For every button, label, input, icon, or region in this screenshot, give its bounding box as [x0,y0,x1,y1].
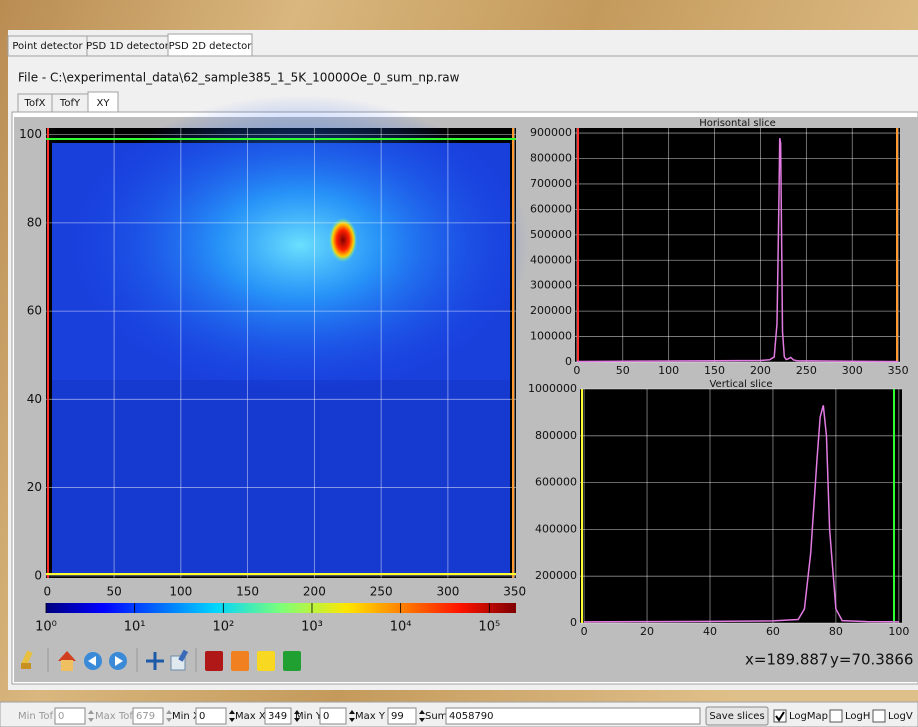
x-tick-label: 350 [503,585,526,599]
control-label: Max X [235,711,266,722]
x-tick-label: 20 [640,625,654,638]
x-tick-label: 100 [658,364,679,377]
spinbox-value[interactable]: 0 [199,711,205,722]
color-button[interactable] [257,651,275,671]
y-tick-label: 600000 [530,202,572,215]
control-label: Min Tof [18,711,53,722]
x-tick-label: 300 [436,585,459,599]
heatmap-peak [329,218,357,262]
slice-title: Horisontal slice [699,118,776,129]
y-tick-label: 400000 [530,253,572,266]
tab-label[interactable]: Point detector [12,41,83,52]
colorbar-label: 10² [212,620,234,635]
y-tick-label: 800000 [530,152,572,165]
colorbar-label: 10³ [301,620,323,635]
control-label: Max Y [355,711,386,722]
spinbox-value: 0 [58,711,64,722]
x-tick-label: 100 [888,625,909,638]
y-tick-label: 200000 [530,304,572,317]
y-tick-label: 600000 [535,476,577,489]
x-tick-label: 200 [750,364,771,377]
slice-axes [575,128,900,362]
y-tick-label: 100 [19,127,42,141]
vertical-slice: 0 20 40 60 80 100 0 200000 400000 600000 800000 100… [528,379,909,638]
y-tick-label: 0 [565,355,572,368]
y-tick-label: 500000 [530,228,572,241]
save-button-label[interactable]: Save slices [709,711,764,722]
colorbar-label: 10⁰ [35,620,57,635]
slice-title: Vertical slice [709,379,772,390]
color-button[interactable] [283,651,301,671]
file-label: File - C:\experimental_data\62_sample385… [18,71,460,85]
x-tick-label: 60 [766,625,780,638]
control-label: Max Tof [95,711,133,722]
y-tick-label: 0 [570,616,577,629]
x-tick-label: 100 [169,585,192,599]
y-tick-label: 20 [27,480,42,494]
x-tick-label: 200 [303,585,326,599]
page-body: { "window": { "tabs": {"items": ["Point … [0,0,918,727]
x-tick-label: 250 [796,364,817,377]
y-tick-label: 60 [27,304,42,318]
control-label: Sum [425,711,447,722]
cursor-y: y=70.3866 [830,651,913,669]
checkbox[interactable] [830,710,842,722]
page: PSD 2D detector html, body { margin: 0; … [0,0,918,727]
tab-label[interactable]: PSD 1D detector [86,41,170,52]
colorbar-label: 10⁵ [478,620,500,635]
colorbar [46,603,516,613]
y-tick-label: 400000 [535,522,577,535]
spinbox-value[interactable]: 0 [323,711,329,722]
x-tick-label: 250 [370,585,393,599]
colorbar-label: 10¹ [124,620,146,635]
colorbar-label: 10⁴ [390,620,412,635]
control-label: Min Y [295,711,323,722]
tab-label[interactable]: TofY [59,98,81,109]
y-tick-label: 1000000 [528,382,577,395]
x-tick-label: 300 [842,364,863,377]
cursor-x: x=189.887 [745,651,828,669]
heatmap-lower [52,380,510,573]
y-tick-label: 100000 [530,330,572,343]
x-tick-label: 50 [106,585,121,599]
tab-label[interactable]: PSD 2D detector [169,41,253,52]
spinbox-value[interactable]: 4058790 [449,711,494,722]
y-tick-label: 800000 [535,429,577,442]
map-plot: 0 50 100 150 200 250 300 350 0 20 40 60 80 100 10⁰ 10¹ 1… [19,95,530,635]
spinbox-value[interactable]: 349 [268,711,287,722]
horizontal-slice: 0 50 100 150 200 250 300 350 0 100000 200000 300000… [530,118,909,377]
x-tick-label: 0 [581,625,588,638]
x-tick-label: 0 [44,585,52,599]
slice-axes [580,389,902,623]
y-tick-label: 40 [27,392,42,406]
spinbox-value[interactable]: 99 [391,711,404,722]
x-tick-label: 0 [573,364,580,377]
checkbox-label[interactable]: LogH [845,711,870,722]
x-tick-label: 350 [888,364,909,377]
y-tick-label: 0 [34,568,42,582]
tab-label[interactable]: TofX [24,98,46,109]
screenshot: Point detectorPSD 1D detectorPSD 2D dete… [0,0,918,727]
tab-bar: Point detectorPSD 1D detectorPSD 2D dete… [8,34,252,56]
color-button[interactable] [231,651,249,671]
y-tick-label: 900000 [530,126,572,139]
spinbox-value: 679 [136,711,155,722]
controls: Min Tof0Max Tof679Min X0Max X349Min Y0Ma… [18,707,913,725]
checkbox[interactable] [873,710,885,722]
checkbox-label[interactable]: LogV [888,711,913,722]
y-tick-label: 300000 [530,279,572,292]
y-tick-label: 700000 [530,177,572,190]
checkbox-label[interactable]: LogMap [789,711,828,722]
color-button[interactable] [205,651,223,671]
y-tick-label: 80 [27,215,42,229]
x-tick-label: 80 [829,625,843,638]
x-tick-label: 50 [616,364,630,377]
y-tick-label: 200000 [535,569,577,582]
x-tick-label: 150 [704,364,725,377]
tab-label[interactable]: XY [97,98,111,109]
x-tick-label: 40 [703,625,717,638]
subtab-bar: TofX TofY XY [18,92,118,112]
x-tick-label: 150 [236,585,259,599]
